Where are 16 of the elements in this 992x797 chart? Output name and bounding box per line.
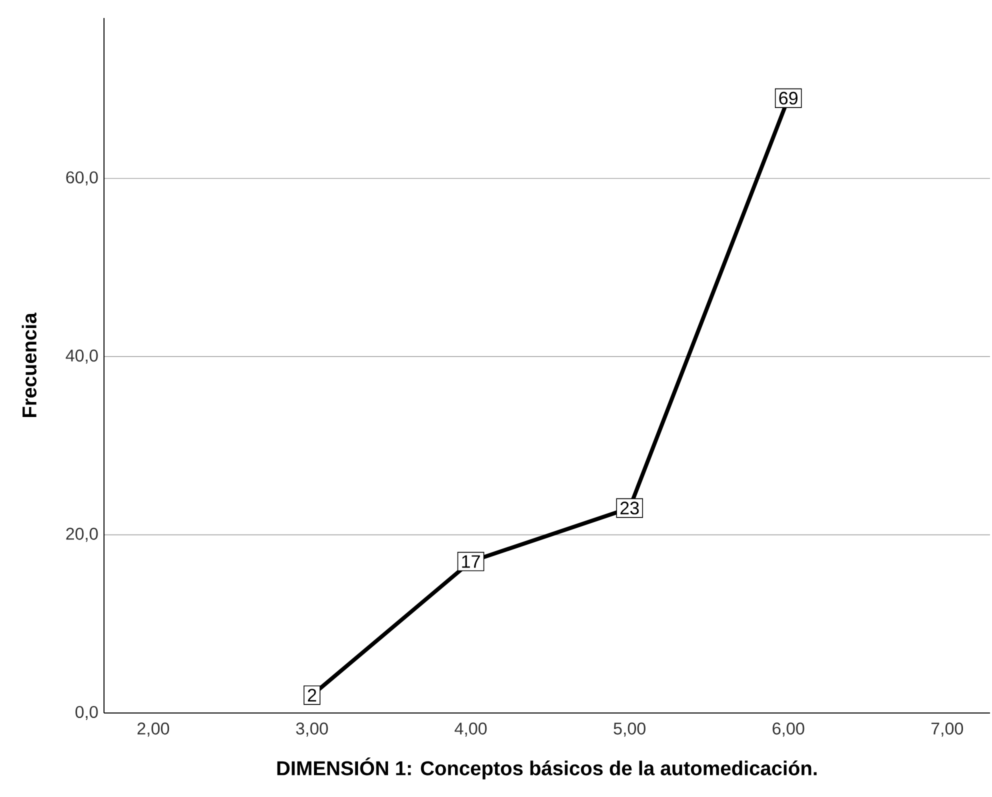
data-label: 23 [620,502,639,514]
y-tick-label: 40,0 [66,350,98,364]
x-tick-label: 7,00 [931,722,964,737]
data-label: 2 [308,688,316,702]
y-tick-label: 20,0 [66,528,98,542]
x-tick-label: 6,00 [772,722,804,737]
y-axis-title: Frecuencia [22,312,37,417]
x-axis-title: DIMENSIÓN 1: Conceptos básicos de la automedicación. [277,757,817,780]
data-label: 17 [462,555,480,568]
y-tick-label: 60,0 [66,171,98,186]
data-label: 69 [779,92,798,105]
x-tick-label: 2,00 [138,722,170,737]
y-tick-label: 0,0 [75,706,98,720]
x-tick-label: 5,00 [614,722,646,737]
x-tick-label: 3,00 [296,722,328,737]
x-tick-label: 4,00 [454,722,487,737]
